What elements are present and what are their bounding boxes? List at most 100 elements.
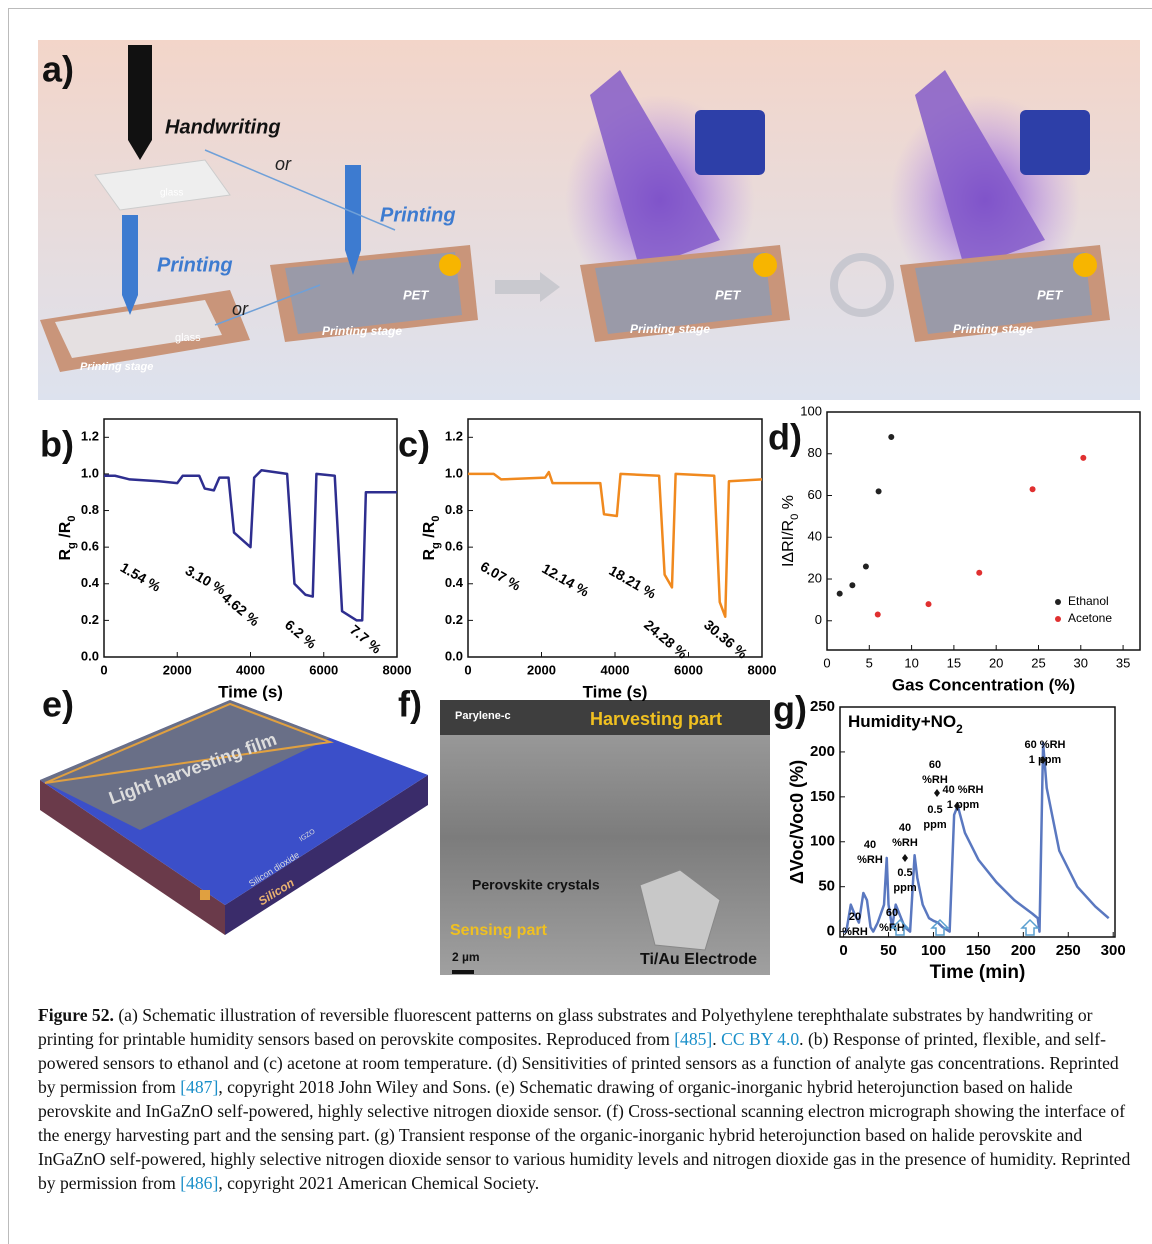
chart-title-part: 2 xyxy=(956,722,963,736)
annotation: 3.10 % xyxy=(183,562,229,598)
label: Printing xyxy=(157,254,233,276)
reference-link[interactable]: [486] xyxy=(180,1173,219,1193)
x-tick-label: 4000 xyxy=(601,662,630,677)
y-axis-label: Rg /R0 xyxy=(421,515,442,560)
y-axis-label: IΔRI/R0 % xyxy=(780,495,801,567)
caption-label: Figure 52. xyxy=(38,1005,114,1025)
annotation-marker xyxy=(1040,756,1046,764)
annotation: %RH xyxy=(922,774,948,786)
panel-f-art xyxy=(440,700,770,975)
y-axis-label-part: /R xyxy=(57,521,74,542)
caption-text: . xyxy=(712,1029,722,1049)
x-tick-label: 300 xyxy=(1101,942,1126,959)
x-tick-label: 8000 xyxy=(748,662,777,677)
label: Sensing part xyxy=(450,922,548,939)
x-tick-label: 0 xyxy=(464,662,471,677)
label: Printing stage xyxy=(953,322,1033,336)
label: f) xyxy=(398,684,422,725)
arrow-icon xyxy=(930,918,950,936)
annotation: 40 xyxy=(864,839,876,851)
data-point xyxy=(925,601,932,608)
annotation: 6.07 % xyxy=(478,558,524,594)
x-tick-label: 10 xyxy=(904,655,918,670)
annotation: ppm xyxy=(893,882,916,894)
y-tick-label: 40 xyxy=(808,529,822,544)
x-tick-label: 15 xyxy=(947,655,961,670)
annotation: 0.5 xyxy=(897,867,912,879)
label: Parylene-c xyxy=(455,710,511,722)
data-point xyxy=(849,582,856,589)
legend-marker xyxy=(1055,616,1061,622)
x-tick-label: 200 xyxy=(1011,942,1036,959)
data-point xyxy=(888,434,895,441)
annotation: 30.36 % xyxy=(701,616,751,662)
y-tick-label: 0.2 xyxy=(445,612,463,627)
label: Ti/Au Electrode xyxy=(640,951,757,968)
label: or xyxy=(275,154,292,174)
data-line xyxy=(843,741,1110,933)
y-tick-label: 0.4 xyxy=(445,575,464,590)
annotation: 7.7 % xyxy=(347,621,385,657)
caption-text: (a) Schematic illustration of reversible… xyxy=(38,1005,1093,1049)
label: PET xyxy=(1037,287,1063,302)
y-tick-label: 50 xyxy=(818,878,835,895)
annotation: %RH xyxy=(842,926,868,938)
legend-label: Ethanol xyxy=(1068,594,1109,608)
x-tick-label: 4000 xyxy=(236,662,265,677)
plot-frame xyxy=(826,411,1141,651)
y-axis-label-part: 0 xyxy=(789,514,801,520)
annotation-marker xyxy=(902,854,908,862)
reference-link[interactable]: [487] xyxy=(180,1077,219,1097)
annotation: 4.62 % xyxy=(219,589,263,630)
label: or xyxy=(232,299,249,319)
annotation: 6.2 % xyxy=(282,616,320,652)
y-tick-label: 1.0 xyxy=(81,465,99,480)
data-point xyxy=(875,488,882,495)
label: PET xyxy=(715,287,741,302)
annotation: 1 ppm xyxy=(947,799,980,811)
x-tick-label: 8000 xyxy=(383,662,412,677)
label: glass xyxy=(160,188,183,199)
annotation-marker xyxy=(954,802,960,810)
y-axis-label-part: R xyxy=(57,549,74,561)
label: PET xyxy=(403,287,429,302)
caption-text: , copyright 2018 John Wiley and Sons. (e… xyxy=(38,1077,1131,1193)
y-tick-label: 1.0 xyxy=(445,465,463,480)
label: Perovskite crystals xyxy=(472,877,600,893)
annotation: %RH xyxy=(892,837,918,849)
label: d) xyxy=(768,417,802,458)
x-tick-label: 35 xyxy=(1116,655,1130,670)
legend-marker xyxy=(1055,599,1061,605)
y-tick-label: 20 xyxy=(808,570,822,585)
label: Printing stage xyxy=(322,324,402,338)
y-tick-label: 1.2 xyxy=(445,429,463,444)
data-point xyxy=(1029,486,1036,493)
reference-link[interactable]: [485] xyxy=(674,1029,713,1049)
y-axis-label-part: g xyxy=(430,542,442,549)
data-line xyxy=(468,470,763,618)
reference-link[interactable]: CC BY 4.0 xyxy=(721,1029,800,1049)
y-tick-label: 150 xyxy=(810,788,835,805)
y-tick-label: 100 xyxy=(810,833,835,850)
annotation-marker xyxy=(934,789,940,797)
annotation: 24.28 % xyxy=(641,616,691,662)
y-tick-label: 250 xyxy=(810,698,835,715)
y-tick-label: 0.6 xyxy=(81,539,99,554)
annotation: %RH xyxy=(857,854,883,866)
x-tick-label: 0 xyxy=(839,942,847,959)
y-tick-label: 0.0 xyxy=(445,648,463,663)
data-point xyxy=(1080,454,1087,461)
data-point xyxy=(862,563,869,570)
data-point xyxy=(836,590,843,597)
y-tick-label: 80 xyxy=(808,445,822,460)
label: a) xyxy=(42,49,74,90)
label: Printing stage xyxy=(630,322,710,336)
y-axis-label-part: R xyxy=(421,549,438,561)
data-point xyxy=(874,611,881,618)
label: 2 µm xyxy=(452,950,480,964)
x-tick-label: 20 xyxy=(989,655,1003,670)
x-tick-label: 0 xyxy=(100,662,107,677)
y-axis-label-part: 0 xyxy=(66,515,78,521)
annotation: 0.5 xyxy=(927,804,942,816)
